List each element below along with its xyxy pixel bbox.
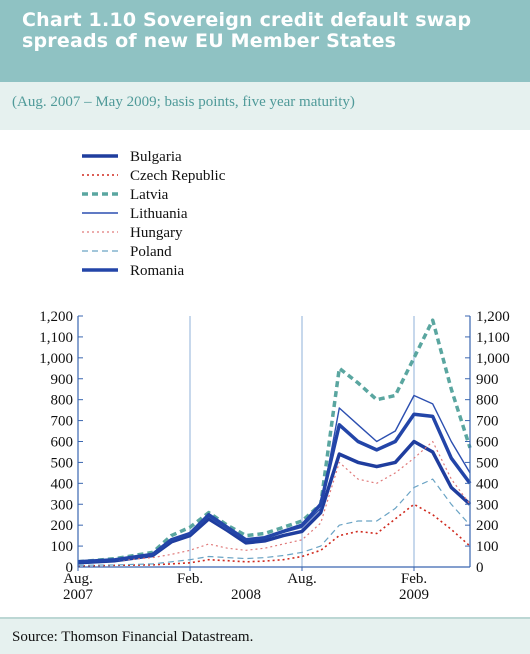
- left-tick-label: 1,100: [39, 330, 73, 346]
- chart-title: Chart 1.10 Sovereign credit default swap…: [22, 9, 472, 52]
- legend-label: Romania: [130, 263, 184, 279]
- subtitle-band: (Aug. 2007 – May 2009; basis points, fiv…: [0, 82, 530, 130]
- left-tick-label: 1,000: [39, 351, 73, 367]
- source-note: Source: Thomson Financial Datastream.: [12, 629, 254, 645]
- right-tick-label: 0: [476, 560, 484, 576]
- x-tick-label: Aug.: [63, 571, 93, 587]
- right-tick-label: 900: [476, 372, 499, 388]
- left-tick-label: 0: [66, 560, 74, 576]
- right-tick-label: 1,000: [476, 351, 510, 367]
- series-line-romania: [77, 412, 472, 564]
- left-tick-label: 300: [51, 497, 74, 513]
- x-tick-label: Feb.: [401, 571, 427, 587]
- right-tick-label: 300: [476, 497, 499, 513]
- series-group: [77, 318, 472, 567]
- left-tick-label: 700: [51, 414, 74, 430]
- right-tick-label: 500: [476, 455, 499, 471]
- right-y-axis-ticks: 0 100 200 300 400 500 600 700 800 900 1,000 1,100 1,…: [465, 309, 510, 576]
- line-chart: Bulgaria Czech Republic Latvia Lithuania Hun…: [39, 149, 510, 603]
- right-tick-label: 1,200: [476, 309, 510, 325]
- left-y-axis-ticks: 0 100 200 300 400 500 600 700 800 900 1,000 1,100 1,…: [39, 309, 83, 576]
- right-tick-label: 600: [476, 435, 499, 451]
- chart-subtitle: (Aug. 2007 – May 2009; basis points, fiv…: [12, 94, 355, 110]
- right-tick-label: 100: [476, 539, 499, 555]
- left-tick-label: 400: [51, 476, 74, 492]
- series-line-hungary: [77, 440, 471, 563]
- chart-area: Bulgaria Czech Republic Latvia Lithuania Hun…: [0, 130, 530, 617]
- chart-header: Chart 1.10 Sovereign credit default swap…: [0, 0, 530, 82]
- legend-label: Latvia: [130, 187, 169, 203]
- series-line-czech-republic: [77, 503, 471, 567]
- x-tick-label: Feb.: [177, 571, 203, 587]
- left-tick-label: 900: [51, 372, 74, 388]
- legend-label: Lithuania: [130, 206, 188, 222]
- left-tick-label: 500: [51, 455, 74, 471]
- series-line-latvia: [77, 318, 472, 564]
- left-tick-label: 1,200: [39, 309, 73, 325]
- series-line-bulgaria: [77, 439, 472, 565]
- x-tick-label: Aug.: [287, 571, 317, 587]
- x-tick-year-label: 2007: [63, 587, 94, 603]
- right-tick-label: 700: [476, 414, 499, 430]
- source-band: Source: Thomson Financial Datastream.: [0, 617, 530, 654]
- legend-label: Hungary: [130, 225, 183, 241]
- legend-label: Czech Republic: [130, 168, 226, 184]
- x-tick-year-label: 2009: [399, 587, 429, 603]
- legend: Bulgaria Czech Republic Latvia Lithuania Hun…: [82, 149, 226, 279]
- right-tick-label: 400: [476, 476, 499, 492]
- axes: [77, 316, 471, 568]
- right-tick-label: 800: [476, 393, 499, 409]
- series-line-poland: [77, 478, 471, 566]
- legend-label: Bulgaria: [130, 149, 182, 165]
- left-tick-label: 100: [51, 539, 74, 555]
- x-tick-year-label: 2008: [231, 587, 261, 603]
- right-tick-label: 1,100: [476, 330, 510, 346]
- left-tick-label: 800: [51, 393, 74, 409]
- left-tick-label: 600: [51, 435, 74, 451]
- legend-label: Poland: [130, 244, 172, 260]
- left-tick-label: 200: [51, 518, 74, 534]
- right-tick-label: 200: [476, 518, 499, 534]
